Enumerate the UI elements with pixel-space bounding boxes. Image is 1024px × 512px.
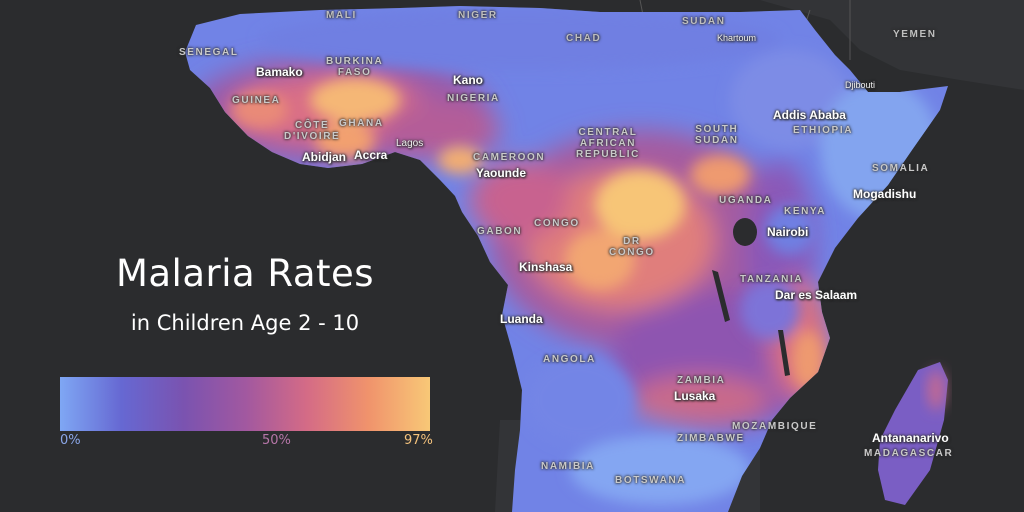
cool-angola-plateau — [525, 355, 635, 445]
heat-peak-burkina — [310, 78, 400, 122]
heat-peak-ghana — [315, 122, 375, 158]
heat-peak-nigeria-east — [438, 146, 482, 174]
heat-peak-uganda — [690, 155, 750, 195]
cool-kenya — [765, 205, 815, 255]
heat-peak-drc-south — [565, 230, 635, 290]
heat-peak-guinea — [232, 92, 288, 128]
legend-tick-0: 0% — [60, 433, 81, 448]
map-title: Malaria Rates — [115, 252, 375, 295]
heat-core-nigeria — [380, 100, 500, 160]
cool-tanzania — [740, 280, 800, 340]
map-subtitle: in Children Age 2 - 10 — [130, 311, 360, 335]
arabia-land — [760, 0, 1024, 90]
heat-core-cameroon — [470, 160, 570, 240]
legend-tick-97: 97% — [404, 433, 433, 448]
cool-east-coast — [820, 80, 940, 220]
cool-ethiopia — [730, 50, 850, 150]
lake-malawi — [778, 330, 790, 376]
heat-peak-drc-north — [595, 170, 685, 240]
cool-southern — [570, 435, 750, 505]
cool-sahel — [260, 10, 780, 70]
legend-color-bar — [60, 377, 430, 431]
legend-tick-50: 50% — [262, 433, 291, 448]
lake-tanganyika — [712, 270, 730, 322]
heat-peak-mozambique — [792, 330, 824, 390]
heat-core-zambia — [630, 375, 770, 425]
heat-layers — [190, 10, 940, 505]
lake-victoria — [733, 218, 757, 246]
